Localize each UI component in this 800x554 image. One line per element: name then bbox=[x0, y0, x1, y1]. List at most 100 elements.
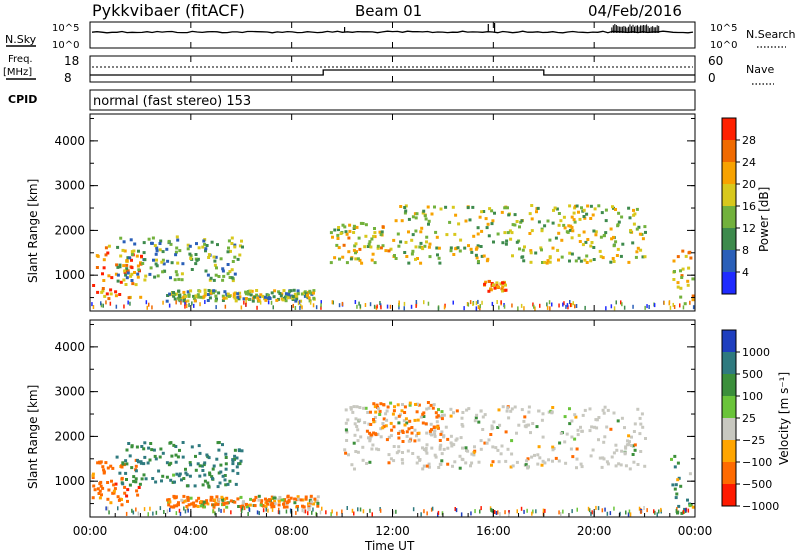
velocity-cell bbox=[120, 477, 124, 481]
velocity-cell bbox=[93, 488, 97, 492]
power-cell bbox=[261, 294, 265, 298]
velocity-cell bbox=[459, 436, 463, 440]
velocity-speckle bbox=[658, 509, 660, 514]
freq-trace bbox=[90, 69, 695, 76]
velocity-cell bbox=[510, 452, 514, 456]
velocity-speckle bbox=[495, 511, 498, 515]
power-cell bbox=[529, 251, 533, 255]
power-cell bbox=[121, 248, 125, 252]
y-tick-label: 2000 bbox=[54, 223, 85, 237]
power-cell bbox=[480, 210, 484, 214]
velocity-speckle bbox=[523, 509, 525, 514]
power-speckle bbox=[623, 305, 626, 310]
power-cell bbox=[511, 223, 515, 227]
power-speckle bbox=[572, 301, 574, 306]
power-cell bbox=[148, 272, 152, 276]
velocity-cell bbox=[536, 462, 540, 466]
power-speckle bbox=[193, 303, 195, 308]
power-cell bbox=[423, 214, 427, 218]
power-cell bbox=[348, 229, 352, 233]
power-cell bbox=[469, 247, 473, 251]
power-cell bbox=[407, 230, 410, 234]
velocity-cell bbox=[496, 426, 500, 429]
power-cell bbox=[381, 225, 385, 229]
power-cell bbox=[122, 278, 126, 282]
power-cell bbox=[456, 246, 460, 250]
velocity-speckle bbox=[395, 509, 397, 514]
power-cell bbox=[449, 249, 453, 253]
power-cell bbox=[198, 289, 202, 293]
power-cell bbox=[135, 254, 139, 258]
velocity-cell bbox=[465, 408, 469, 412]
velocity-colorbar-label: Velocity [m s⁻¹] bbox=[777, 372, 791, 465]
power-cell bbox=[293, 292, 297, 296]
power-speckle bbox=[491, 301, 494, 306]
power-cell bbox=[165, 247, 169, 251]
velocity-cell bbox=[379, 427, 383, 431]
power-cell bbox=[124, 273, 128, 277]
power-cell bbox=[425, 240, 428, 244]
velocity-cell bbox=[186, 495, 190, 499]
velocity-cell bbox=[581, 413, 585, 417]
velocity-cell bbox=[641, 425, 645, 429]
velocity-cell bbox=[550, 411, 554, 415]
velocity-cell bbox=[524, 463, 528, 467]
power-cell bbox=[279, 294, 283, 298]
velocity-cell bbox=[501, 405, 505, 409]
velocity-cell bbox=[378, 413, 382, 416]
power-cell bbox=[585, 261, 589, 264]
power-cell bbox=[581, 243, 585, 247]
velocity-cell bbox=[638, 432, 642, 436]
power-cell bbox=[548, 255, 552, 259]
velocity-cell bbox=[198, 464, 202, 468]
velocity-speckle bbox=[359, 507, 362, 512]
velocity-cell bbox=[633, 448, 637, 452]
power-speckle bbox=[427, 301, 430, 306]
cpid-label: CPID bbox=[8, 93, 37, 106]
velocity-cell bbox=[239, 504, 243, 508]
power-cell bbox=[223, 290, 227, 294]
power-cell bbox=[490, 222, 494, 226]
power-cell bbox=[264, 298, 268, 302]
power-speckle bbox=[175, 300, 177, 305]
velocity-speckle bbox=[336, 511, 338, 516]
power-cell bbox=[101, 272, 104, 276]
velocity-cell bbox=[197, 444, 201, 448]
power-cell bbox=[255, 293, 259, 297]
velocity-speckle bbox=[454, 507, 456, 511]
power-cell bbox=[434, 230, 438, 234]
power-cell bbox=[504, 283, 507, 287]
velocity-cell bbox=[354, 450, 358, 453]
power-cell bbox=[484, 280, 488, 284]
power-cell bbox=[592, 258, 596, 261]
power-cell bbox=[501, 241, 505, 245]
velocity-speckle bbox=[595, 505, 597, 510]
power-cell bbox=[277, 290, 281, 294]
velocity-speckle bbox=[321, 506, 323, 511]
power-speckle bbox=[168, 303, 171, 308]
power-cell bbox=[151, 236, 155, 240]
power-cell bbox=[189, 256, 193, 260]
velocity-cell bbox=[477, 420, 481, 424]
velocity-cell bbox=[392, 409, 396, 413]
velocity-cell bbox=[140, 477, 144, 481]
power-cell bbox=[92, 284, 96, 287]
power-cell bbox=[518, 225, 521, 229]
velocity-cell bbox=[605, 425, 609, 429]
power-cell bbox=[407, 261, 411, 265]
velocity-speckle bbox=[371, 512, 373, 517]
power-cell bbox=[536, 206, 540, 210]
velocity-speckle bbox=[163, 510, 165, 514]
power-cell bbox=[640, 232, 644, 236]
velocity-speckle bbox=[470, 511, 472, 516]
velocity-cell bbox=[138, 482, 142, 486]
power-speckle bbox=[315, 305, 318, 310]
velocity-speckle bbox=[597, 506, 600, 511]
power-cell bbox=[691, 277, 695, 281]
power-cell bbox=[127, 296, 131, 300]
velocity-cell bbox=[178, 472, 182, 476]
velocity-speckle bbox=[590, 511, 592, 516]
velocity-speckle bbox=[212, 509, 214, 514]
power-speckle bbox=[123, 304, 125, 309]
velocity-cell bbox=[595, 426, 599, 430]
